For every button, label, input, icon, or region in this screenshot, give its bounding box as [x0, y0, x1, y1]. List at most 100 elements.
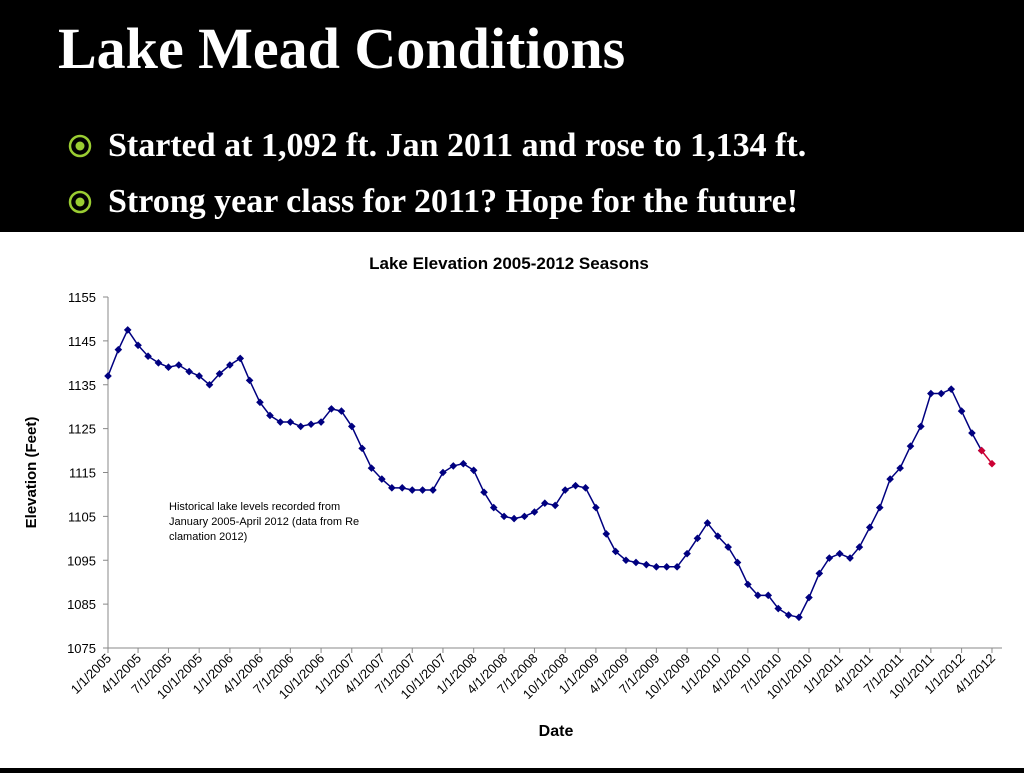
data-point: [215, 369, 224, 378]
data-point: [449, 462, 458, 470]
data-point: [276, 418, 285, 426]
data-point: [896, 464, 904, 472]
data-point: [561, 486, 569, 494]
data-point: [957, 407, 966, 415]
y-tick-label: 1085: [67, 597, 96, 612]
data-point: [226, 361, 234, 369]
circled-dot-icon: [68, 134, 92, 158]
data-point: [937, 389, 946, 398]
data-point: [784, 611, 793, 619]
data-point: [815, 569, 824, 578]
data-point: [520, 512, 529, 521]
data-point: [592, 503, 600, 512]
y-tick-label: 1075: [67, 641, 96, 656]
data-point: [154, 359, 163, 367]
data-point: [795, 613, 803, 622]
data-point: [855, 543, 864, 551]
data-point: [266, 411, 274, 420]
y-axis-label: Elevation (Feet): [23, 417, 40, 529]
data-point: [968, 429, 976, 437]
data-point: [104, 372, 112, 380]
data-point: [418, 486, 427, 494]
data-point: [510, 514, 518, 523]
bullet-item: Started at 1,092 ft. Jan 2011 and rose t…: [68, 118, 806, 174]
data-point: [754, 591, 762, 600]
data-point: [988, 459, 996, 468]
y-tick-label: 1145: [68, 334, 96, 349]
data-point: [906, 442, 915, 450]
data-point: [632, 558, 640, 567]
data-point: [714, 532, 722, 540]
y-tick-label: 1155: [68, 290, 96, 305]
data-point: [114, 345, 123, 354]
data-point: [388, 484, 396, 492]
chart-panel: Lake Elevation 2005-2012 Seasons 1075 1085…: [0, 232, 1024, 768]
bullet-item: Strong year class for 2011? Hope for the…: [68, 174, 806, 230]
bullet-list: Started at 1,092 ft. Jan 2011 and rose t…: [68, 118, 806, 230]
data-point: [489, 503, 498, 512]
series-line: [107, 328, 983, 619]
data-point: [317, 418, 325, 426]
data-point: [236, 354, 245, 363]
data-point: [296, 422, 305, 431]
data-point: [358, 444, 366, 453]
chart-title: Lake Elevation 2005-2012 Seasons: [369, 254, 649, 273]
data-point: [286, 418, 295, 426]
data-point: [185, 367, 193, 376]
data-point: [652, 563, 661, 571]
circled-dot-icon: [68, 190, 92, 214]
data-point: [642, 560, 651, 569]
data-point: [744, 580, 752, 589]
data-point: [439, 468, 447, 477]
data-point: [947, 385, 956, 393]
series-line: [981, 450, 993, 465]
data-point: [865, 523, 874, 532]
y-tick-label: 1125: [68, 422, 96, 437]
data-point: [205, 380, 214, 389]
data-point: [875, 503, 884, 512]
data-point: [459, 459, 468, 468]
slide-title: Lake Mead Conditions: [58, 16, 626, 81]
data-point: [673, 563, 681, 571]
data-point: [378, 475, 386, 483]
data-point: [693, 534, 702, 543]
data-point: [774, 604, 783, 613]
chart-annotation: Historical lake levels recorded from Janu…: [169, 501, 359, 543]
data-point: [662, 563, 671, 571]
y-tick-label: 1105: [68, 509, 96, 524]
data-point: [886, 475, 894, 483]
data-point: [367, 464, 376, 472]
data-point: [977, 446, 986, 455]
y-tick-label: 1135: [68, 378, 96, 393]
data-point: [611, 547, 620, 556]
data-point: [530, 508, 539, 516]
data-point: [256, 398, 264, 407]
y-tick-label: 1095: [67, 553, 96, 568]
data-point: [764, 591, 773, 600]
data-point: [429, 486, 437, 494]
data-point: [347, 422, 356, 431]
bullet-text: Strong year class for 2011? Hope for the…: [108, 183, 799, 220]
data-point: [581, 484, 590, 492]
data-point: [917, 422, 925, 431]
data-point: [245, 376, 254, 385]
data-point: [195, 372, 203, 380]
data-point: [469, 466, 478, 475]
data-point: [703, 519, 712, 527]
data-point: [724, 543, 732, 551]
data-point: [480, 488, 488, 497]
data-point: [927, 389, 935, 398]
data-point: [164, 363, 173, 371]
elevation-chart: Lake Elevation 2005-2012 Seasons 1075 1085…: [23, 254, 1002, 740]
data-point: [541, 499, 549, 508]
data-point: [846, 554, 854, 562]
data-point: [805, 593, 813, 602]
data-point: [551, 501, 559, 510]
data-point: [683, 549, 691, 558]
y-tick-label: 1115: [69, 466, 96, 481]
bullet-text: Started at 1,092 ft. Jan 2011 and rose t…: [108, 127, 807, 164]
data-point: [571, 481, 580, 490]
x-axis-label: Date: [539, 723, 574, 740]
data-point: [622, 556, 630, 565]
data-point: [733, 558, 742, 567]
